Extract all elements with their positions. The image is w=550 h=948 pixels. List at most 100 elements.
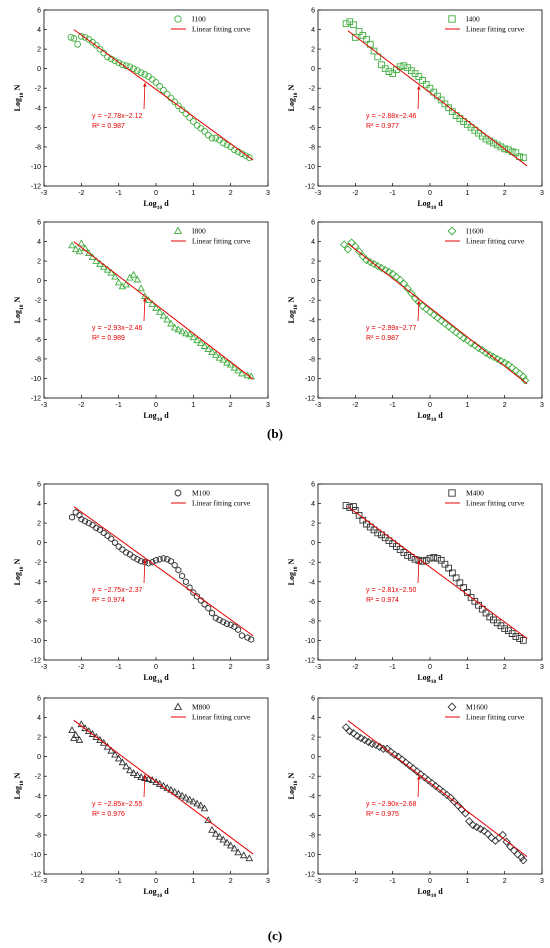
data-point bbox=[122, 762, 130, 770]
data-point bbox=[350, 21, 357, 29]
data-point bbox=[419, 77, 426, 84]
data-point bbox=[141, 71, 149, 78]
data-point bbox=[111, 750, 119, 758]
y-tick-label: 0 bbox=[37, 754, 41, 761]
annotation-arrow bbox=[143, 297, 146, 322]
data-point bbox=[468, 820, 478, 830]
y-tick-label: -8 bbox=[309, 832, 315, 839]
data-point bbox=[433, 313, 442, 322]
data-point bbox=[401, 758, 410, 767]
legend-label: M400 bbox=[466, 489, 484, 498]
x-tick-label: 3 bbox=[266, 878, 270, 885]
x-tick-label: -3 bbox=[315, 402, 321, 409]
data-point bbox=[69, 513, 75, 521]
r-squared-label: R² = 0.974 bbox=[92, 597, 125, 604]
data-point bbox=[358, 252, 367, 261]
data-point bbox=[396, 546, 404, 553]
legend-label: Linear fitting curve bbox=[466, 25, 525, 34]
annotation-arrowhead bbox=[143, 297, 147, 302]
plot-frame bbox=[43, 697, 269, 875]
data-point bbox=[396, 275, 405, 284]
r-squared-label: R² = 0.987 bbox=[92, 123, 125, 130]
y-tick-label: -2 bbox=[35, 298, 41, 305]
data-point bbox=[208, 825, 216, 833]
data-point bbox=[350, 503, 357, 510]
x-tick-label: 1 bbox=[191, 190, 195, 197]
y-tick-label: 2 bbox=[311, 521, 315, 528]
legend-label: Linear fitting curve bbox=[192, 713, 251, 722]
x-tick-label: -3 bbox=[315, 190, 321, 197]
data-point bbox=[426, 84, 434, 92]
data-point bbox=[163, 315, 172, 323]
data-point bbox=[345, 727, 354, 736]
data-point bbox=[152, 303, 160, 311]
data-point bbox=[170, 787, 179, 795]
data-point bbox=[123, 549, 130, 556]
data-point bbox=[186, 114, 193, 121]
y-tick-label: -6 bbox=[35, 599, 41, 606]
data-point bbox=[171, 561, 178, 569]
data-point bbox=[193, 336, 201, 344]
data-point bbox=[445, 564, 453, 572]
x-tick-label: -2 bbox=[78, 402, 84, 409]
annotation-arrowhead bbox=[143, 559, 147, 564]
data-point bbox=[437, 556, 445, 564]
data-point bbox=[475, 601, 482, 609]
y-tick-label: -12 bbox=[31, 872, 41, 879]
data-point bbox=[420, 773, 429, 782]
y-tick-label: -2 bbox=[35, 86, 41, 93]
x-tick-label: 1 bbox=[465, 664, 469, 671]
data-point bbox=[111, 272, 119, 280]
y-tick-label: 6 bbox=[37, 220, 41, 227]
equation-label: y = −2.99x−2.77 bbox=[366, 325, 417, 332]
data-point bbox=[359, 32, 367, 39]
data-point bbox=[133, 275, 142, 283]
data-point bbox=[412, 767, 422, 776]
data-point bbox=[152, 777, 160, 785]
data-point bbox=[498, 830, 507, 840]
x-axis-title: Log10 d bbox=[143, 887, 169, 899]
x-tick-label: -1 bbox=[390, 664, 396, 671]
y-tick-label: 2 bbox=[311, 47, 315, 54]
y-tick-label: 2 bbox=[311, 259, 315, 266]
data-point bbox=[394, 752, 403, 761]
data-point bbox=[74, 40, 81, 48]
data-point bbox=[519, 154, 527, 161]
data-point bbox=[364, 737, 373, 747]
data-point bbox=[355, 28, 363, 35]
data-point bbox=[226, 360, 235, 368]
y-axis-title: Log10N bbox=[287, 296, 299, 323]
r-squared-label: R² = 0.977 bbox=[366, 123, 399, 130]
data-point bbox=[513, 850, 522, 859]
data-point bbox=[119, 546, 126, 553]
data-point bbox=[182, 329, 190, 337]
data-point bbox=[411, 70, 419, 77]
fit-line bbox=[73, 506, 254, 637]
y-tick-label: 6 bbox=[37, 696, 41, 703]
data-point bbox=[490, 139, 497, 147]
annotation-arrowhead bbox=[143, 774, 147, 779]
data-point bbox=[449, 569, 456, 577]
data-point bbox=[159, 311, 168, 319]
x-tick-label: 0 bbox=[154, 878, 158, 885]
data-point bbox=[153, 556, 159, 564]
data-point bbox=[244, 634, 251, 641]
data-point bbox=[148, 300, 157, 307]
data-point bbox=[456, 579, 464, 587]
data-point bbox=[409, 764, 418, 773]
data-point bbox=[351, 507, 359, 514]
r-squared-label: R² = 0.974 bbox=[366, 597, 399, 604]
fit-line bbox=[347, 243, 528, 385]
data-point bbox=[97, 526, 103, 534]
data-point bbox=[108, 535, 115, 543]
y-tick-label: -2 bbox=[309, 774, 315, 781]
legend-marker bbox=[173, 226, 183, 235]
data-point bbox=[204, 344, 213, 352]
data-point bbox=[346, 18, 354, 26]
data-point bbox=[444, 322, 453, 331]
data-point bbox=[472, 822, 481, 832]
y-tick-label: 2 bbox=[37, 521, 41, 528]
data-point bbox=[505, 146, 512, 154]
